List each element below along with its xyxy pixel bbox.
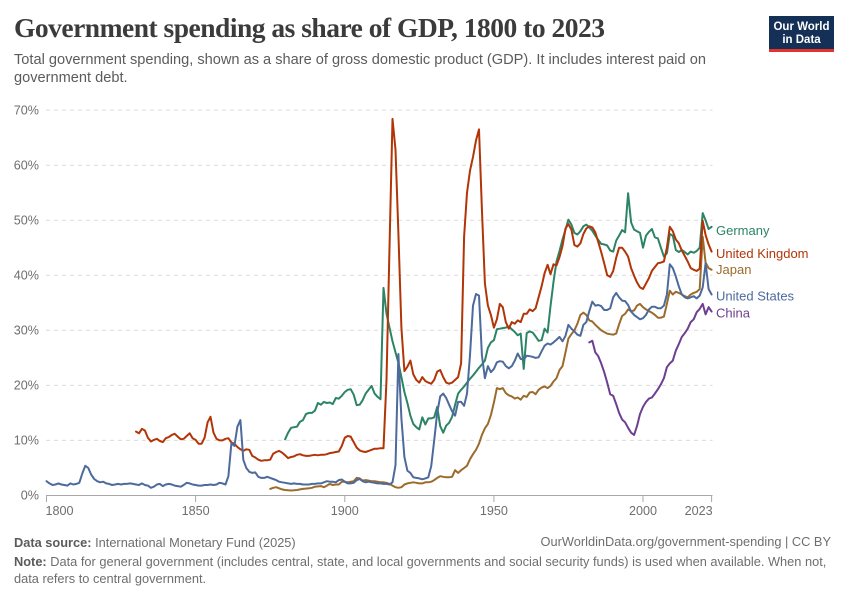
svg-text:Germany: Germany: [716, 223, 770, 238]
svg-text:50%: 50%: [14, 213, 39, 227]
svg-text:2023: 2023: [685, 504, 713, 518]
svg-text:10%: 10%: [14, 434, 39, 448]
svg-text:60%: 60%: [14, 158, 39, 172]
svg-text:Japan: Japan: [716, 262, 751, 277]
svg-text:1900: 1900: [331, 504, 359, 518]
svg-text:United Kingdom: United Kingdom: [716, 246, 809, 261]
svg-text:70%: 70%: [14, 103, 39, 117]
svg-text:1950: 1950: [480, 504, 508, 518]
svg-text:2000: 2000: [629, 504, 657, 518]
svg-text:0%: 0%: [21, 489, 39, 503]
svg-text:China: China: [716, 306, 751, 321]
svg-text:1800: 1800: [46, 504, 74, 518]
svg-text:40%: 40%: [14, 269, 39, 283]
svg-text:20%: 20%: [14, 379, 39, 393]
svg-text:30%: 30%: [14, 324, 39, 338]
svg-text:United States: United States: [716, 289, 795, 304]
svg-text:1850: 1850: [182, 504, 210, 518]
